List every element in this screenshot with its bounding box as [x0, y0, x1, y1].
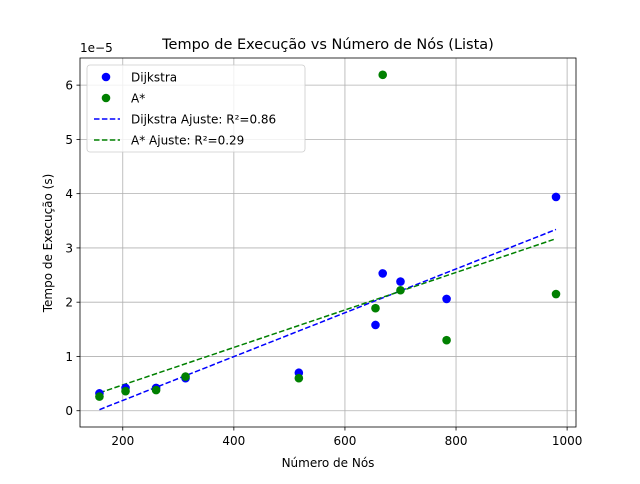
data-point [371, 320, 380, 330]
x-axis: 200 400 600 800 1000 [111, 427, 582, 448]
y-tick-label: 6 [65, 79, 73, 93]
x-tick-label: 200 [111, 434, 134, 448]
data-point [442, 335, 451, 345]
x-tick-label: 600 [333, 434, 356, 448]
y-tick-label: 1 [65, 350, 73, 364]
legend-label: Dijkstra [131, 71, 177, 85]
x-tick-label: 800 [445, 434, 468, 448]
data-point [378, 269, 388, 278]
data-point [121, 386, 130, 396]
y-tick-label: 2 [65, 296, 73, 310]
y-tick-label: 3 [65, 241, 73, 255]
legend-label: A* [131, 92, 145, 106]
chart-title: Tempo de Execução vs Número de Nós (List… [161, 37, 494, 53]
legend-label: A* Ajuste: R²=0.29 [131, 134, 244, 148]
y-offset-label: 1e−5 [80, 41, 113, 55]
data-point [442, 294, 451, 304]
y-axis-label: Tempo de Execução (s) [41, 174, 55, 314]
y-tick-label: 0 [65, 404, 73, 418]
legend-box [86, 64, 306, 153]
x-axis-label: Número de Nós [282, 456, 375, 470]
data-point [181, 372, 190, 381]
y-axis: 0 1 2 3 4 5 6 [65, 79, 80, 418]
y-tick-label: 5 [65, 133, 73, 147]
data-point [551, 289, 561, 299]
axes-frame [79, 57, 577, 428]
data-point [396, 285, 405, 295]
fit-line [99, 228, 557, 411]
legend-marker [101, 93, 111, 103]
legend: Dijkstra A* Dijkstra Ajuste: R²=0.86 A* Aju… [86, 64, 306, 153]
data-point [151, 385, 161, 395]
plot-area [95, 70, 561, 411]
data-point [396, 277, 405, 286]
data-point [551, 192, 561, 202]
data-point [294, 373, 304, 383]
legend-marker [101, 72, 111, 82]
legend-label: Dijkstra Ajuste: R²=0.86 [131, 113, 276, 127]
data-point [378, 70, 388, 80]
data-point [95, 392, 104, 401]
fit-line [99, 237, 557, 394]
x-tick-label: 1000 [552, 434, 583, 448]
data-point [371, 303, 380, 313]
y-tick-label: 4 [65, 187, 73, 201]
grid [80, 58, 576, 427]
x-tick-label: 400 [222, 434, 245, 448]
